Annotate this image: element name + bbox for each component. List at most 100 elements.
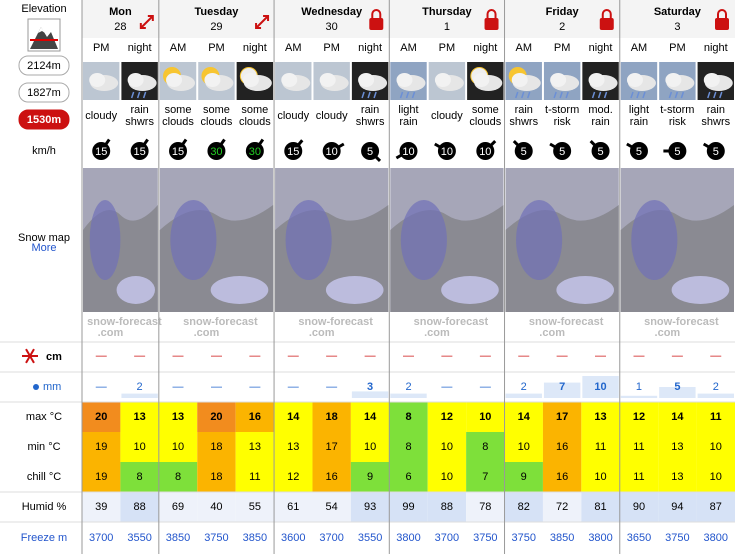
day-name: Tuesday [195, 6, 240, 18]
elevation-button[interactable] [18, 109, 70, 130]
cloud [473, 73, 490, 87]
expand-icon[interactable] [255, 15, 270, 29]
period-label: night [473, 42, 497, 54]
temp-cell [197, 462, 236, 492]
logo-text: snow-forecast [298, 316, 373, 328]
temp-value: 18 [210, 471, 222, 483]
humid-cell [274, 492, 313, 522]
temp-value: 13 [287, 441, 299, 453]
lock-icon[interactable] [369, 18, 384, 30]
snow-value: — [134, 350, 145, 362]
temp-cell [312, 432, 351, 462]
temp-cell [658, 402, 697, 432]
humid-value: 93 [364, 501, 376, 513]
temp-value: 10 [441, 441, 453, 453]
period-label: night [128, 42, 152, 54]
lock-shackle [717, 9, 727, 18]
row-label: max °C [26, 411, 62, 423]
temp-cell [542, 462, 582, 492]
weather-text: some [241, 104, 268, 116]
wind-arrow [549, 142, 556, 149]
snow-map [505, 168, 619, 312]
expand-icon[interactable] [139, 15, 154, 29]
wind-circle [591, 142, 610, 160]
rain-value: 2 [405, 381, 411, 393]
map-snow [400, 200, 447, 280]
rain-drop [559, 91, 563, 99]
humid-value: 90 [633, 501, 645, 513]
row-label: Freeze m [21, 532, 67, 544]
period-label: PM [323, 42, 340, 54]
wind-speed: 5 [367, 146, 373, 158]
temp-value: 12 [633, 411, 645, 423]
snow-map [159, 168, 274, 312]
wind-circle [322, 142, 341, 160]
temp-cell [581, 432, 620, 462]
freeze-value: 3750 [204, 532, 228, 544]
cloud [166, 73, 183, 87]
temp-value: 9 [521, 471, 527, 483]
wind-arrow [702, 142, 710, 149]
temp-value: 20 [210, 411, 222, 423]
snow-value: — [173, 350, 184, 362]
elevation-button[interactable] [18, 55, 70, 76]
wind-arrow [489, 140, 497, 147]
temp-cell [427, 432, 467, 462]
lock-icon[interactable] [484, 18, 499, 30]
period-label: AM [631, 42, 648, 54]
temp-value: 20 [95, 411, 107, 423]
wind-speed: 15 [133, 146, 145, 158]
elevation-option[interactable]: 2124m [27, 60, 61, 72]
weather-text: rain [130, 104, 148, 116]
cloud [511, 73, 528, 87]
freeze-value: 3800 [704, 532, 728, 544]
temp-cell [350, 462, 390, 492]
humid-value: 40 [210, 501, 222, 513]
wind-speed: 5 [636, 146, 642, 158]
temp-value: 10 [479, 411, 491, 423]
flake-stroke [29, 355, 35, 364]
rain-bar [390, 393, 427, 398]
freeze-value: 3600 [281, 532, 305, 544]
weather-text: rain [399, 116, 417, 128]
wind-circle [668, 142, 687, 160]
humid-cell [389, 492, 428, 522]
day-header [158, 0, 275, 38]
temp-value: 8 [482, 441, 488, 453]
map-snow [210, 276, 269, 304]
wind-unit: km/h [32, 145, 56, 157]
elevation-button[interactable] [18, 82, 70, 103]
temp-cell [274, 402, 313, 432]
flake-stroke [25, 348, 31, 357]
wind-speed: 30 [210, 146, 222, 158]
humid-cell [658, 492, 697, 522]
wind-circle [629, 142, 648, 160]
temp-cell [427, 402, 467, 432]
temp-cell [389, 462, 428, 492]
temp-cell [82, 432, 121, 462]
wind-speed: 10 [479, 146, 491, 158]
rain-value: 5 [674, 381, 680, 393]
more-link[interactable]: More [31, 242, 56, 254]
logo-text: .com [98, 327, 124, 339]
period-label: AM [400, 42, 417, 54]
map-snow [671, 276, 730, 304]
rain-drop [630, 91, 634, 99]
lock-icon[interactable] [715, 18, 729, 30]
elevation-option[interactable]: 1827m [27, 87, 61, 99]
humid-value: 55 [249, 501, 261, 513]
wind-circle [476, 142, 495, 160]
temp-value: 7 [482, 471, 488, 483]
temp-cell [120, 462, 159, 492]
humid-cell [581, 492, 620, 522]
elevation-option[interactable]: 1530m [27, 114, 61, 126]
cloud [204, 73, 221, 87]
logo-text: .com [424, 327, 450, 339]
temp-value: 10 [172, 441, 184, 453]
temp-cell [581, 402, 620, 432]
lock-icon[interactable] [599, 18, 614, 30]
temp-cell [312, 462, 351, 492]
freeze-value: 3850 [243, 532, 267, 544]
temp-cell [466, 432, 505, 462]
humid-cell [466, 492, 505, 522]
